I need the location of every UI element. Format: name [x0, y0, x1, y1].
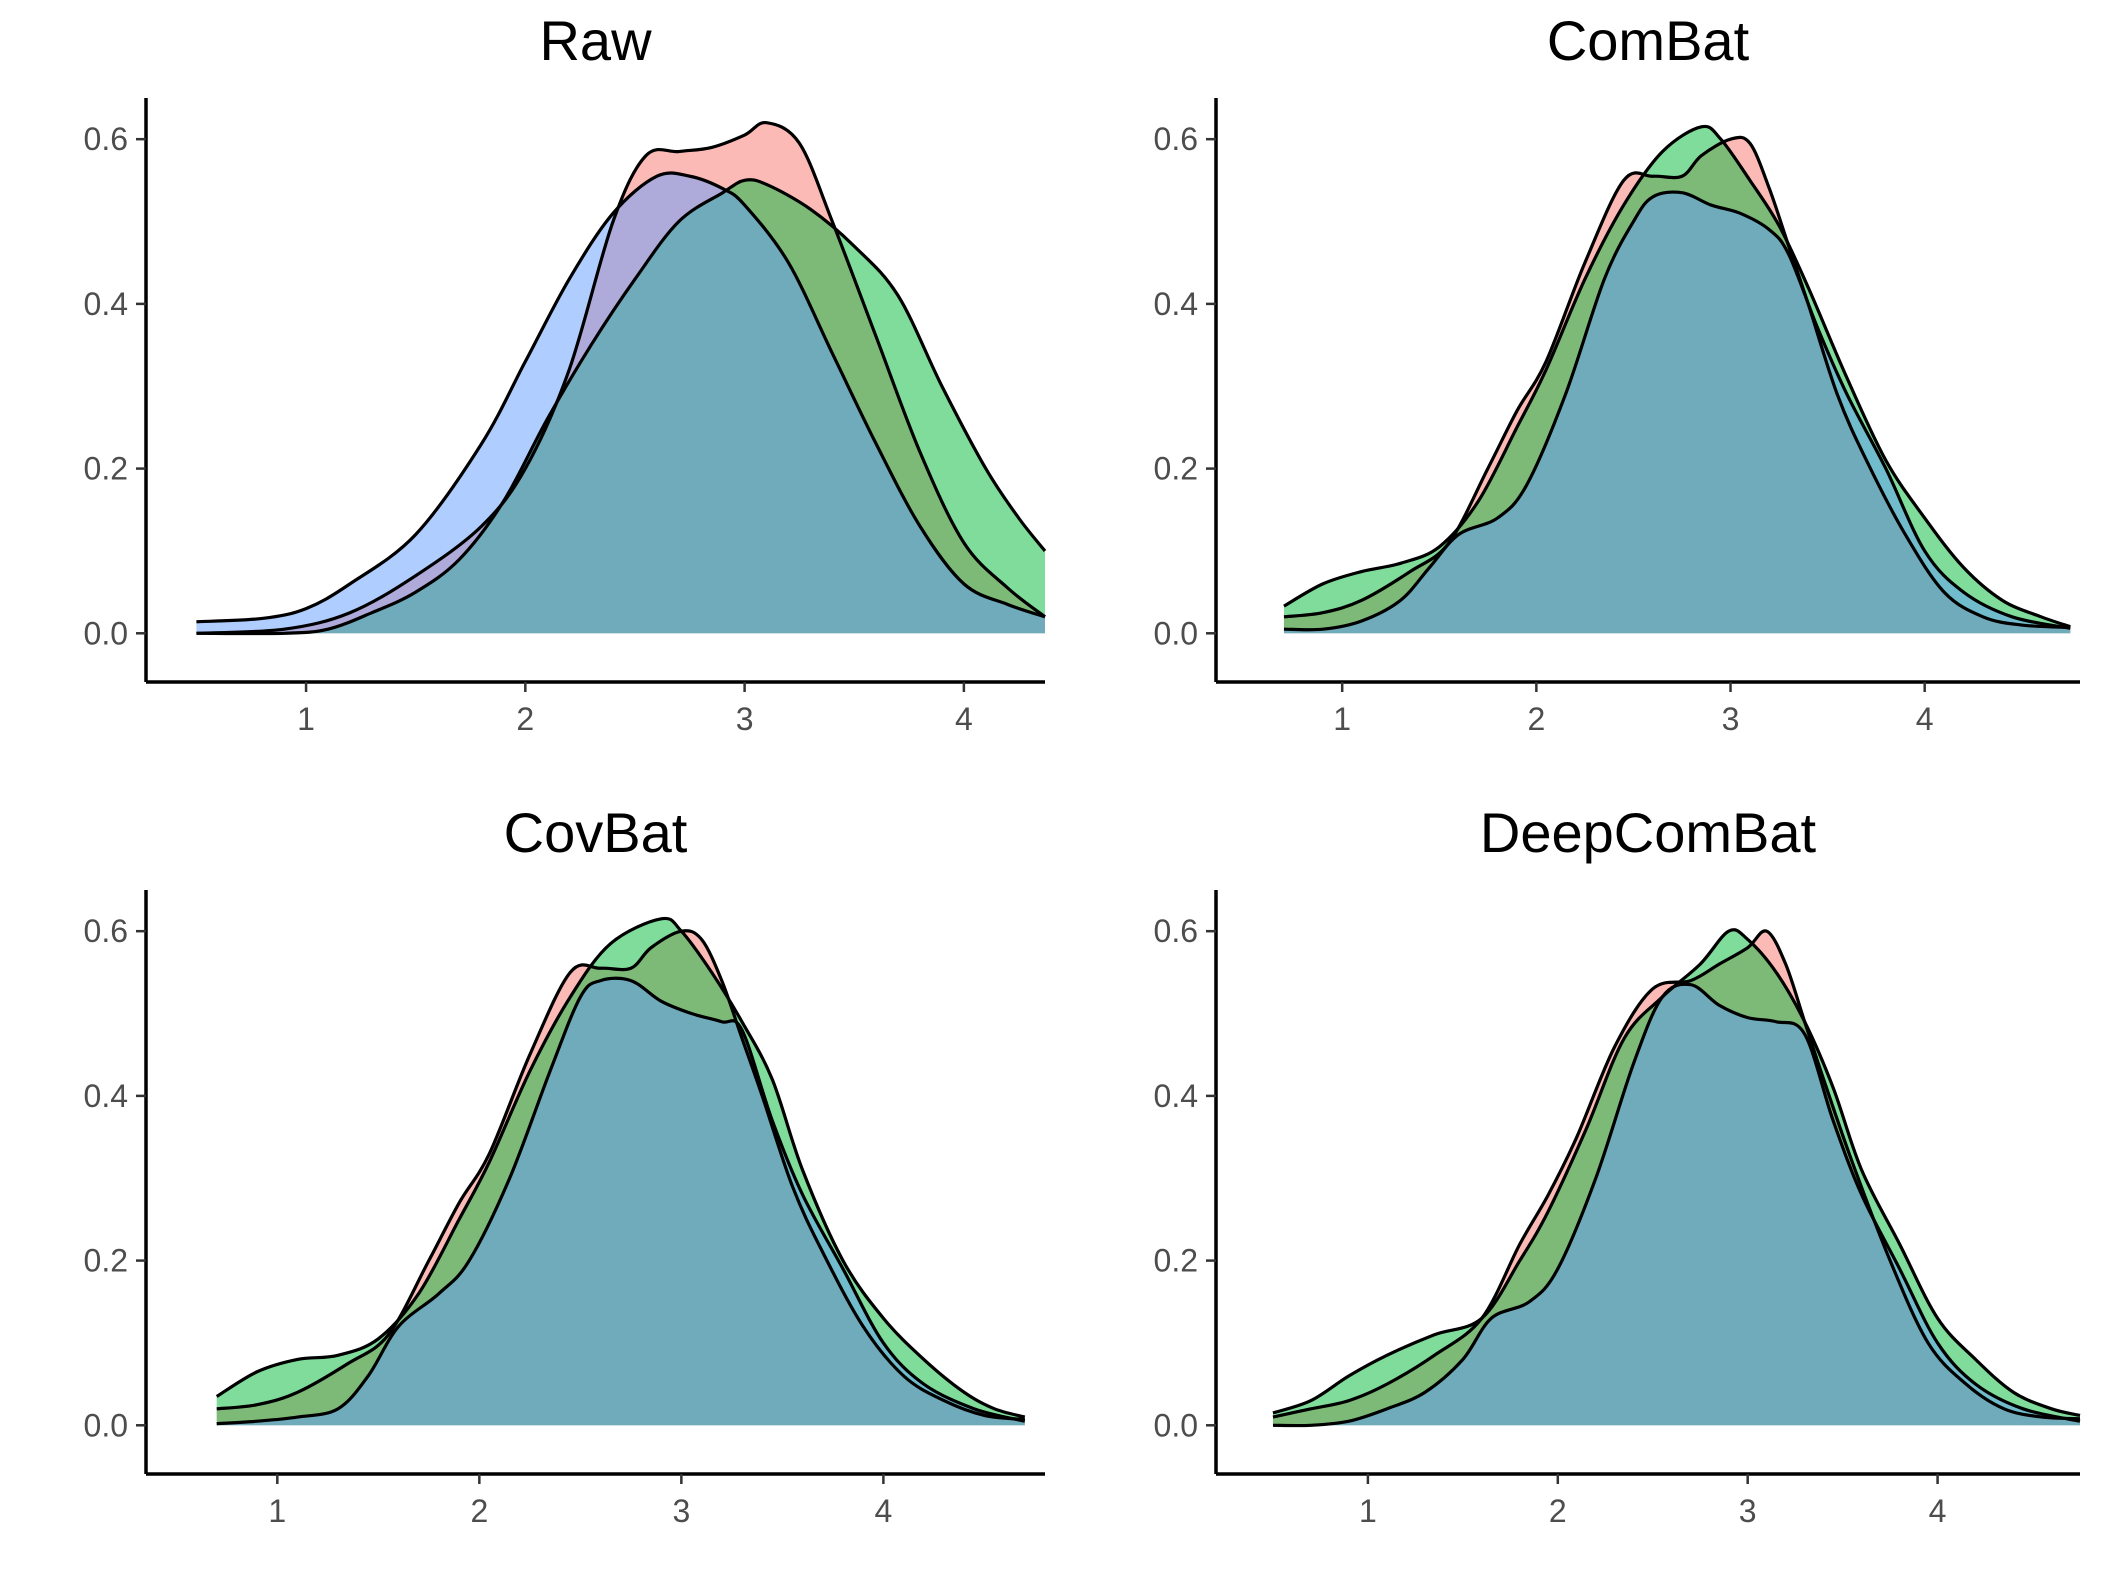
x-tick-label: 3	[736, 701, 754, 737]
density-line-2	[196, 171, 1046, 624]
density-area-2	[196, 172, 1045, 634]
density-area-2	[1283, 192, 2071, 634]
x-tick-label: 4	[1929, 1493, 1947, 1529]
x-tick-label: 1	[1359, 1493, 1377, 1529]
panel-title: DeepComBat	[1480, 801, 1817, 864]
y-tick-label: 0.2	[84, 1243, 128, 1279]
y-tick-label: 0.6	[1154, 913, 1198, 949]
panel-covbat: CovBat 0.0 0.2 0.4 0.6 1 2 3 4	[84, 801, 1045, 1529]
density-area-2	[216, 978, 1025, 1426]
density-line-1	[1283, 124, 2071, 629]
x-tick-label: 1	[1333, 701, 1351, 737]
panel-raw: Raw 0.0 0.2 0.4 0.6 1 2 3 4	[84, 9, 1047, 737]
y-tick-label: 0.4	[1154, 286, 1198, 322]
y-tick-label: 0.4	[1154, 1078, 1198, 1114]
x-tick-label: 3	[1739, 1493, 1757, 1529]
density-line-2	[1272, 982, 2081, 1428]
density-area-2	[1272, 984, 2080, 1426]
density-line-1	[1272, 928, 2081, 1417]
density-line-1	[215, 916, 1026, 1419]
y-tick-label: 0.0	[84, 615, 128, 651]
x-tick-label: 2	[470, 1493, 488, 1529]
y-tick-label: 0.0	[1154, 615, 1198, 651]
density-line-2	[1283, 190, 2071, 632]
density-line-1	[196, 178, 1047, 636]
y-tick-label: 0.0	[84, 1407, 128, 1443]
y-tick-label: 0.2	[1154, 451, 1198, 487]
panel-deepcombat: DeepComBat 0.0 0.2 0.4 0.6 1 2 3 4	[1154, 801, 2081, 1529]
y-tick-label: 0.6	[1154, 121, 1198, 157]
x-tick-label: 2	[1549, 1493, 1567, 1529]
panel-title: CovBat	[504, 801, 688, 864]
panel-title: Raw	[539, 9, 652, 72]
x-tick-label: 3	[672, 1493, 690, 1529]
density-line-0	[1272, 929, 2081, 1421]
x-tick-label: 2	[516, 701, 534, 737]
x-tick-label: 4	[1916, 701, 1934, 737]
x-tick-label: 3	[1722, 701, 1740, 737]
density-line-2	[216, 976, 1026, 1426]
y-tick-label: 0.4	[84, 1078, 128, 1114]
x-tick-label: 1	[297, 701, 315, 737]
x-tick-label: 1	[268, 1493, 286, 1529]
panel-combat: ComBat 0.0 0.2 0.4 0.6 1 2 3 4	[1154, 9, 2080, 737]
y-tick-label: 0.6	[84, 121, 128, 157]
y-tick-label: 0.2	[84, 451, 128, 487]
x-tick-label: 4	[955, 701, 973, 737]
density-line-0	[196, 121, 1046, 635]
x-tick-label: 2	[1527, 701, 1545, 737]
y-tick-label: 0.6	[84, 913, 128, 949]
y-tick-label: 0.4	[84, 286, 128, 322]
y-tick-label: 0.0	[1154, 1407, 1198, 1443]
y-tick-label: 0.2	[1154, 1243, 1198, 1279]
x-tick-label: 4	[874, 1493, 892, 1529]
panel-title: ComBat	[1547, 9, 1750, 72]
